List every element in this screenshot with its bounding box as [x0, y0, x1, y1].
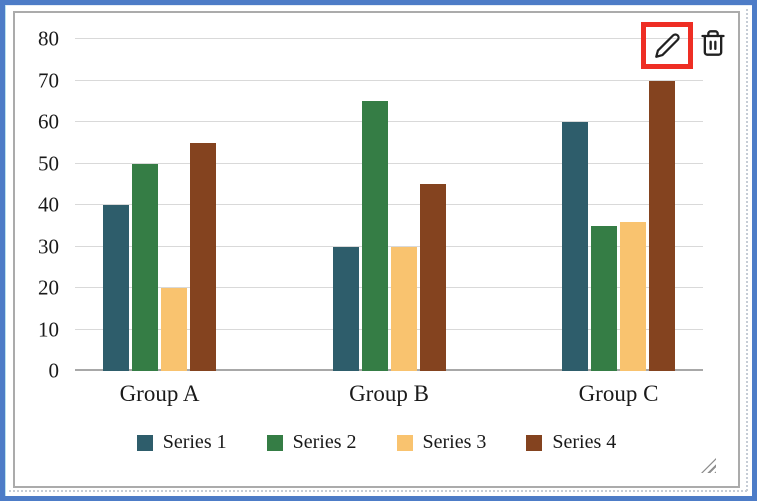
- y-tick-label: 30: [38, 234, 59, 258]
- y-tick-label: 70: [38, 68, 59, 92]
- bar-groups: [75, 39, 703, 371]
- x-axis-label: Group A: [119, 381, 200, 406]
- x-axis-label: Group B: [349, 381, 429, 406]
- resize-handle[interactable]: [701, 458, 716, 473]
- legend-label: Series 3: [422, 431, 487, 453]
- bar: [390, 246, 417, 371]
- legend-swatch: [266, 434, 283, 451]
- gridline: [75, 328, 703, 330]
- edit-pencil-icon: [654, 32, 681, 59]
- plot-area: [75, 38, 703, 371]
- legend-swatch: [396, 434, 413, 451]
- bar: [161, 288, 187, 371]
- legend-swatch: [526, 434, 543, 451]
- bar: [190, 142, 216, 371]
- y-tick-label: 80: [38, 26, 59, 51]
- x-axis-line: [75, 369, 703, 371]
- y-axis: 0 10 20 30 40 50 60 70 80: [15, 28, 61, 381]
- gridline: [75, 245, 703, 247]
- legend-item: Series 3: [396, 431, 487, 454]
- bar: [562, 122, 588, 371]
- bar-group: [332, 39, 446, 371]
- delete-button[interactable]: [698, 26, 728, 59]
- bar: [361, 101, 388, 371]
- edit-button-highlight-box: [641, 22, 693, 69]
- y-tick-label: 60: [38, 109, 59, 134]
- bar-group: [103, 39, 216, 371]
- legend-item: Series 4: [526, 431, 616, 454]
- legend-label: Series 2: [292, 431, 357, 453]
- y-tick-label: 50: [38, 151, 59, 175]
- bar: [591, 225, 617, 371]
- trash-icon: [699, 28, 727, 58]
- gridline: [75, 287, 703, 288]
- bar: [649, 80, 675, 371]
- gridline: [75, 121, 703, 122]
- legend: Series 1 Series 2 Series 3 Series 4: [15, 431, 738, 454]
- bar-group: [562, 39, 675, 371]
- y-tick-label: 10: [38, 317, 59, 341]
- legend-swatch: [136, 434, 153, 451]
- gridline: [75, 79, 703, 81]
- gridline: [75, 204, 703, 205]
- chart-widget[interactable]: 0 10 20 30 40 50 60 70 80 Group A Group B Group C …: [13, 11, 740, 488]
- x-axis: Group A Group B Group C: [75, 381, 703, 407]
- legend-label: Series 1: [162, 431, 227, 453]
- gridline: [75, 38, 703, 39]
- edit-button[interactable]: [654, 32, 681, 59]
- selection-dotted-edge-bottom: [9, 490, 748, 492]
- y-tick-label: 20: [38, 275, 59, 300]
- bar: [103, 205, 129, 371]
- bar: [332, 246, 359, 371]
- bar: [419, 184, 446, 371]
- x-axis-label: Group C: [578, 381, 659, 406]
- bar: [132, 163, 158, 371]
- legend-item: Series 1: [136, 431, 227, 454]
- y-tick-label: 40: [38, 192, 59, 217]
- legend-item: Series 2: [266, 431, 357, 454]
- gridline: [75, 162, 703, 164]
- legend-label: Series 4: [552, 431, 617, 453]
- y-tick-label: 0: [48, 358, 60, 383]
- bar: [620, 221, 646, 371]
- selection-dotted-edge-right: [746, 9, 748, 492]
